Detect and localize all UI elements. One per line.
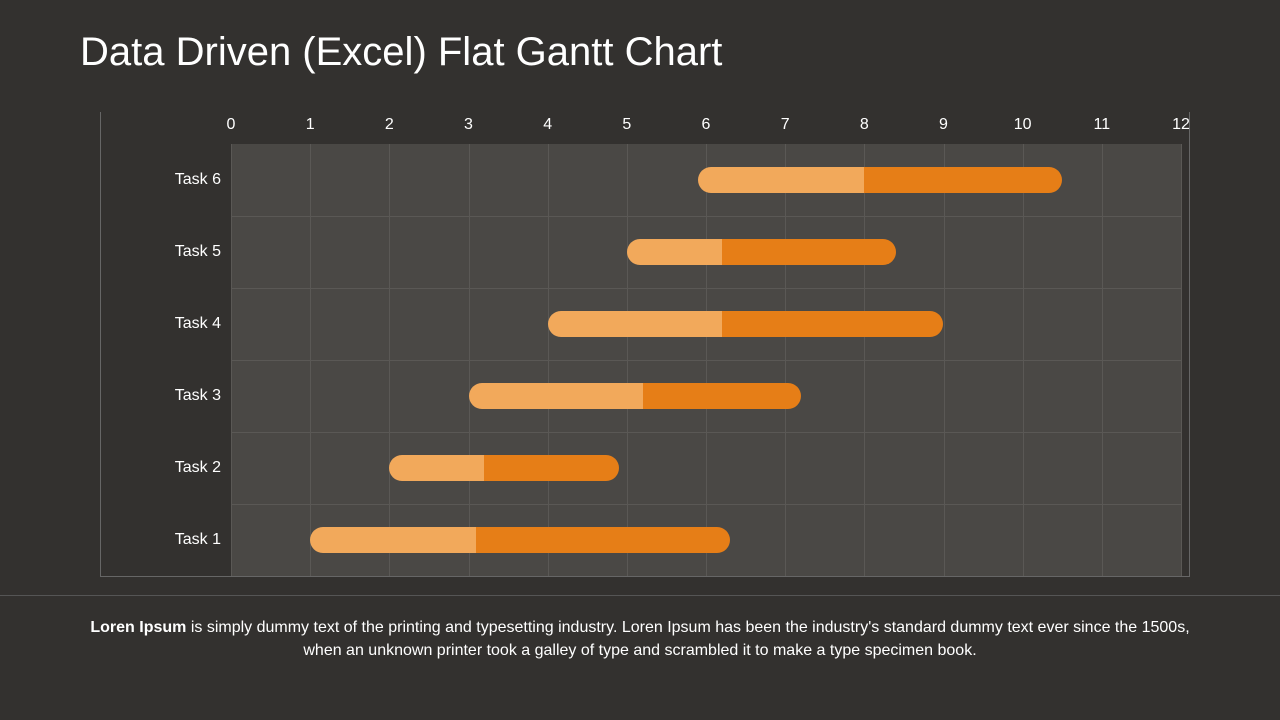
task-label: Task 4: [175, 315, 221, 333]
x-tick: 0: [227, 116, 236, 134]
task-label: Task 3: [175, 387, 221, 405]
x-tick: 7: [781, 116, 790, 134]
task-label: Task 1: [175, 531, 221, 549]
footer-lead: Loren Ipsum: [90, 619, 186, 636]
x-tick: 12: [1172, 116, 1190, 134]
grid-line-horizontal: [231, 288, 1181, 289]
task-label: Task 2: [175, 459, 221, 477]
gantt-bar-segment-2: [722, 311, 944, 337]
task-label: Task 5: [175, 243, 221, 261]
footer-text: is simply dummy text of the printing and…: [186, 619, 1189, 659]
x-tick: 2: [385, 116, 394, 134]
gantt-bar-segment-1: [627, 239, 722, 265]
x-tick: 10: [1014, 116, 1032, 134]
footer-caption: Loren Ipsum is simply dummy text of the …: [0, 595, 1280, 662]
gantt-bar-segment-2: [643, 383, 801, 409]
grid-line-horizontal: [231, 216, 1181, 217]
grid-line-vertical: [1181, 144, 1182, 576]
gantt-chart: 0123456789101112 Task 6Task 5Task 4Task …: [100, 112, 1190, 577]
gantt-bar-segment-2: [476, 527, 729, 553]
x-tick: 3: [464, 116, 473, 134]
gantt-bar-segment-2: [484, 455, 619, 481]
grid-line-horizontal: [231, 360, 1181, 361]
gantt-bar-segment-2: [864, 167, 1062, 193]
x-tick: 11: [1094, 116, 1111, 134]
grid-line-horizontal: [231, 432, 1181, 433]
gantt-bar-segment-2: [722, 239, 896, 265]
x-tick: 6: [702, 116, 711, 134]
gantt-bar-segment-1: [548, 311, 722, 337]
x-tick: 8: [860, 116, 869, 134]
plot-area: [231, 144, 1181, 576]
gantt-bar-segment-1: [310, 527, 476, 553]
y-axis-labels: Task 6 Task 5 Task 4 Task 3 Task 2 Task 1: [101, 144, 226, 576]
gantt-bar-segment-1: [469, 383, 643, 409]
grid-line-horizontal: [231, 504, 1181, 505]
x-tick: 1: [306, 116, 315, 134]
gantt-bar-segment-1: [389, 455, 484, 481]
x-axis: 0123456789101112: [231, 112, 1179, 142]
x-tick: 5: [622, 116, 631, 134]
gantt-bar-segment-1: [698, 167, 864, 193]
x-tick: 9: [939, 116, 948, 134]
x-tick: 4: [543, 116, 552, 134]
page-title: Data Driven (Excel) Flat Gantt Chart: [80, 30, 722, 75]
task-label: Task 6: [175, 171, 221, 189]
